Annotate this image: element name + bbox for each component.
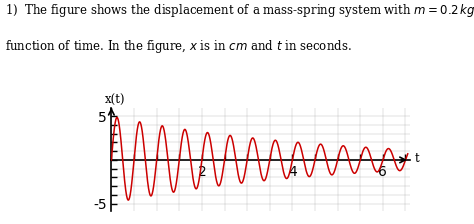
Text: function of time. In the figure, $x$ is in $cm$ and $t$ in seconds.: function of time. In the figure, $x$ is … (5, 38, 352, 55)
Text: t: t (415, 152, 419, 165)
Text: 1)  The figure shows the displacement of a mass-spring system with $m = 0.2\,kg$: 1) The figure shows the displacement of … (5, 2, 474, 19)
Text: x(t): x(t) (105, 94, 125, 107)
